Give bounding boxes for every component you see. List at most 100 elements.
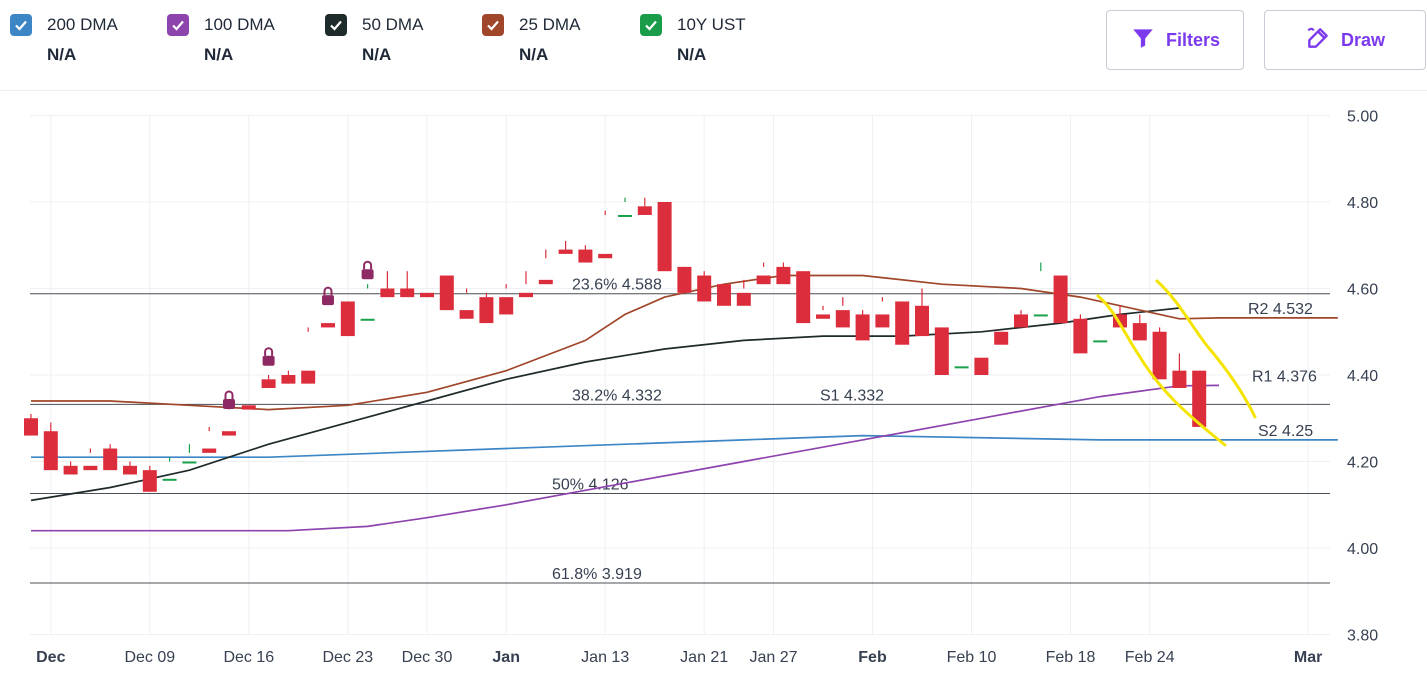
y-tick-label: 4.00 — [1347, 541, 1378, 558]
x-tick-label: Dec 30 — [402, 649, 453, 666]
draw-pencil-icon — [1305, 25, 1331, 56]
candle-body — [875, 314, 890, 328]
candle-body — [479, 297, 494, 324]
candle-body — [558, 249, 573, 254]
candle-body — [241, 405, 256, 410]
candle-body — [380, 288, 395, 298]
candle-body — [816, 314, 830, 319]
legend-name: 100 DMA — [204, 15, 275, 34]
fib-level-label: 61.8% 3.919 — [552, 566, 642, 583]
lock-icon — [361, 260, 374, 280]
candle-body — [400, 288, 415, 298]
candle-body — [677, 266, 692, 293]
candle-body — [776, 266, 791, 285]
moving-average-line — [31, 274, 1338, 411]
candle-body — [1132, 323, 1147, 341]
checkbox-checked-icon[interactable] — [325, 14, 347, 36]
candle-body — [598, 253, 613, 259]
fib-level-label: 23.6% 4.588 — [572, 277, 662, 294]
x-tick-label: Mar — [1294, 649, 1322, 666]
legend-value: N/A — [362, 45, 392, 64]
y-tick-label: 4.80 — [1347, 195, 1378, 212]
candle-body — [222, 431, 236, 436]
legend-value: N/A — [204, 45, 234, 64]
candle-body — [24, 418, 38, 436]
y-tick-label: 4.60 — [1347, 282, 1378, 299]
checkbox-checked-icon[interactable] — [640, 14, 662, 36]
legend-value: N/A — [677, 45, 707, 64]
x-tick-label: Feb — [858, 649, 887, 666]
candle-body — [1093, 340, 1108, 343]
candle-body — [796, 271, 811, 324]
x-tick-label: Feb 10 — [947, 649, 997, 666]
candle-body — [123, 465, 137, 475]
candle-body — [1014, 314, 1028, 328]
x-tick-label: Dec 09 — [124, 649, 175, 666]
draw-button[interactable]: Draw — [1264, 10, 1426, 70]
candle-body — [1073, 318, 1088, 354]
x-tick-label: Dec 23 — [322, 649, 373, 666]
lock-shackle — [224, 390, 234, 399]
candle-body — [994, 331, 1009, 345]
lock-body — [361, 269, 374, 280]
filters-button-label: Filters — [1165, 29, 1221, 50]
candle-body — [1053, 275, 1068, 324]
candle-body — [736, 292, 751, 306]
annotation-channel-upper-line — [1155, 279, 1257, 419]
y-tick-label: 5.00 — [1347, 109, 1378, 126]
lock-body — [262, 355, 275, 366]
x-tick-label: Dec 16 — [223, 649, 274, 666]
candle-body — [162, 478, 177, 481]
candle-body — [439, 275, 454, 311]
filter-funnel-icon — [1130, 25, 1156, 56]
candle-body — [1192, 370, 1207, 427]
y-tick-label: 4.20 — [1347, 455, 1378, 472]
moving-average-line — [31, 434, 1338, 459]
candle-body — [281, 375, 296, 384]
checkbox-checked-icon[interactable] — [482, 14, 504, 36]
lock-icon — [322, 286, 334, 306]
candle-body — [321, 323, 335, 328]
candle-body — [499, 297, 514, 315]
filters-button[interactable]: Filters — [1106, 10, 1244, 70]
lock-shackle — [264, 347, 274, 356]
candle-body — [538, 279, 553, 285]
legend-name: 50 DMA — [362, 15, 424, 34]
legend-value: N/A — [519, 45, 549, 64]
x-tick-label: Feb 18 — [1046, 649, 1096, 666]
legend-value: N/A — [47, 45, 77, 64]
candle-body — [697, 275, 712, 302]
candle-body — [261, 379, 276, 388]
lock-shackle — [363, 260, 373, 270]
lock-shackle — [323, 286, 333, 296]
candle-body — [954, 366, 969, 369]
x-tick-label: Dec — [36, 649, 65, 666]
legend-name: 25 DMA — [519, 15, 581, 34]
x-tick-label: Jan — [492, 649, 520, 666]
header-divider — [0, 90, 1427, 91]
x-tick-label: Jan 13 — [581, 649, 629, 666]
candle-body — [895, 301, 910, 345]
pivot-level-label: S2 4.25 — [1258, 423, 1313, 440]
candle-body — [1152, 331, 1167, 380]
candle-body — [1033, 314, 1048, 317]
pivot-level-label: R2 4.532 — [1248, 301, 1313, 318]
checkbox-checked-icon[interactable] — [167, 14, 189, 36]
candle-body — [1172, 370, 1187, 388]
candlestick-chart[interactable]: 5.00 4.80 4.60 4.40 4.20 4.00 3.80 Dec Dec 09 Dec… — [0, 95, 1427, 682]
candle-body — [340, 301, 355, 337]
x-tick-label: Jan 27 — [749, 649, 797, 666]
candle-body — [459, 310, 474, 319]
candle-body — [182, 461, 197, 464]
legend-name: 200 DMA — [47, 15, 118, 34]
candle-body — [974, 357, 989, 375]
candle-body — [519, 292, 533, 298]
candle-body — [657, 202, 672, 272]
candle-body — [835, 310, 850, 328]
y-tick-label: 3.80 — [1347, 628, 1378, 645]
draw-button-label: Draw — [1340, 29, 1385, 50]
annotation-channel-lower-line — [1096, 294, 1227, 447]
checkbox-checked-icon[interactable] — [10, 14, 32, 36]
moving-average-line — [31, 384, 1220, 532]
candle-body — [83, 465, 98, 471]
